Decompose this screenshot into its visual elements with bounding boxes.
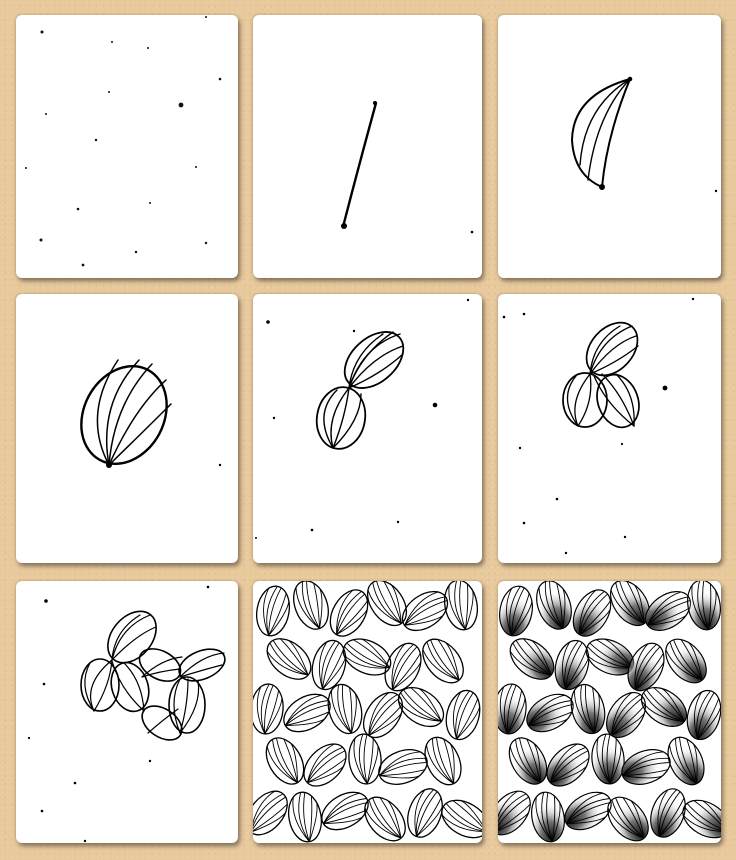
step-card-5 [253,294,482,563]
three-seeds-drawing [502,297,695,555]
step-card-2 [253,15,482,278]
seed-cluster-drawing [27,585,226,843]
step-card-4 [16,294,238,563]
step-card-8 [253,581,482,843]
single-stroke-drawing [341,101,474,234]
step-card-7 [16,581,238,843]
step-card-9 [498,581,721,843]
filled-pattern-drawing [253,581,482,843]
step-card-3 [498,15,721,278]
step-card-6 [498,294,721,563]
two-seeds-drawing [255,298,470,539]
blank-page-drawing [25,16,222,267]
step-card-1 [16,15,238,278]
half-seed-drawing [570,76,718,193]
shaded-pattern-drawing [498,581,721,843]
whole-seed-drawing [80,359,222,468]
